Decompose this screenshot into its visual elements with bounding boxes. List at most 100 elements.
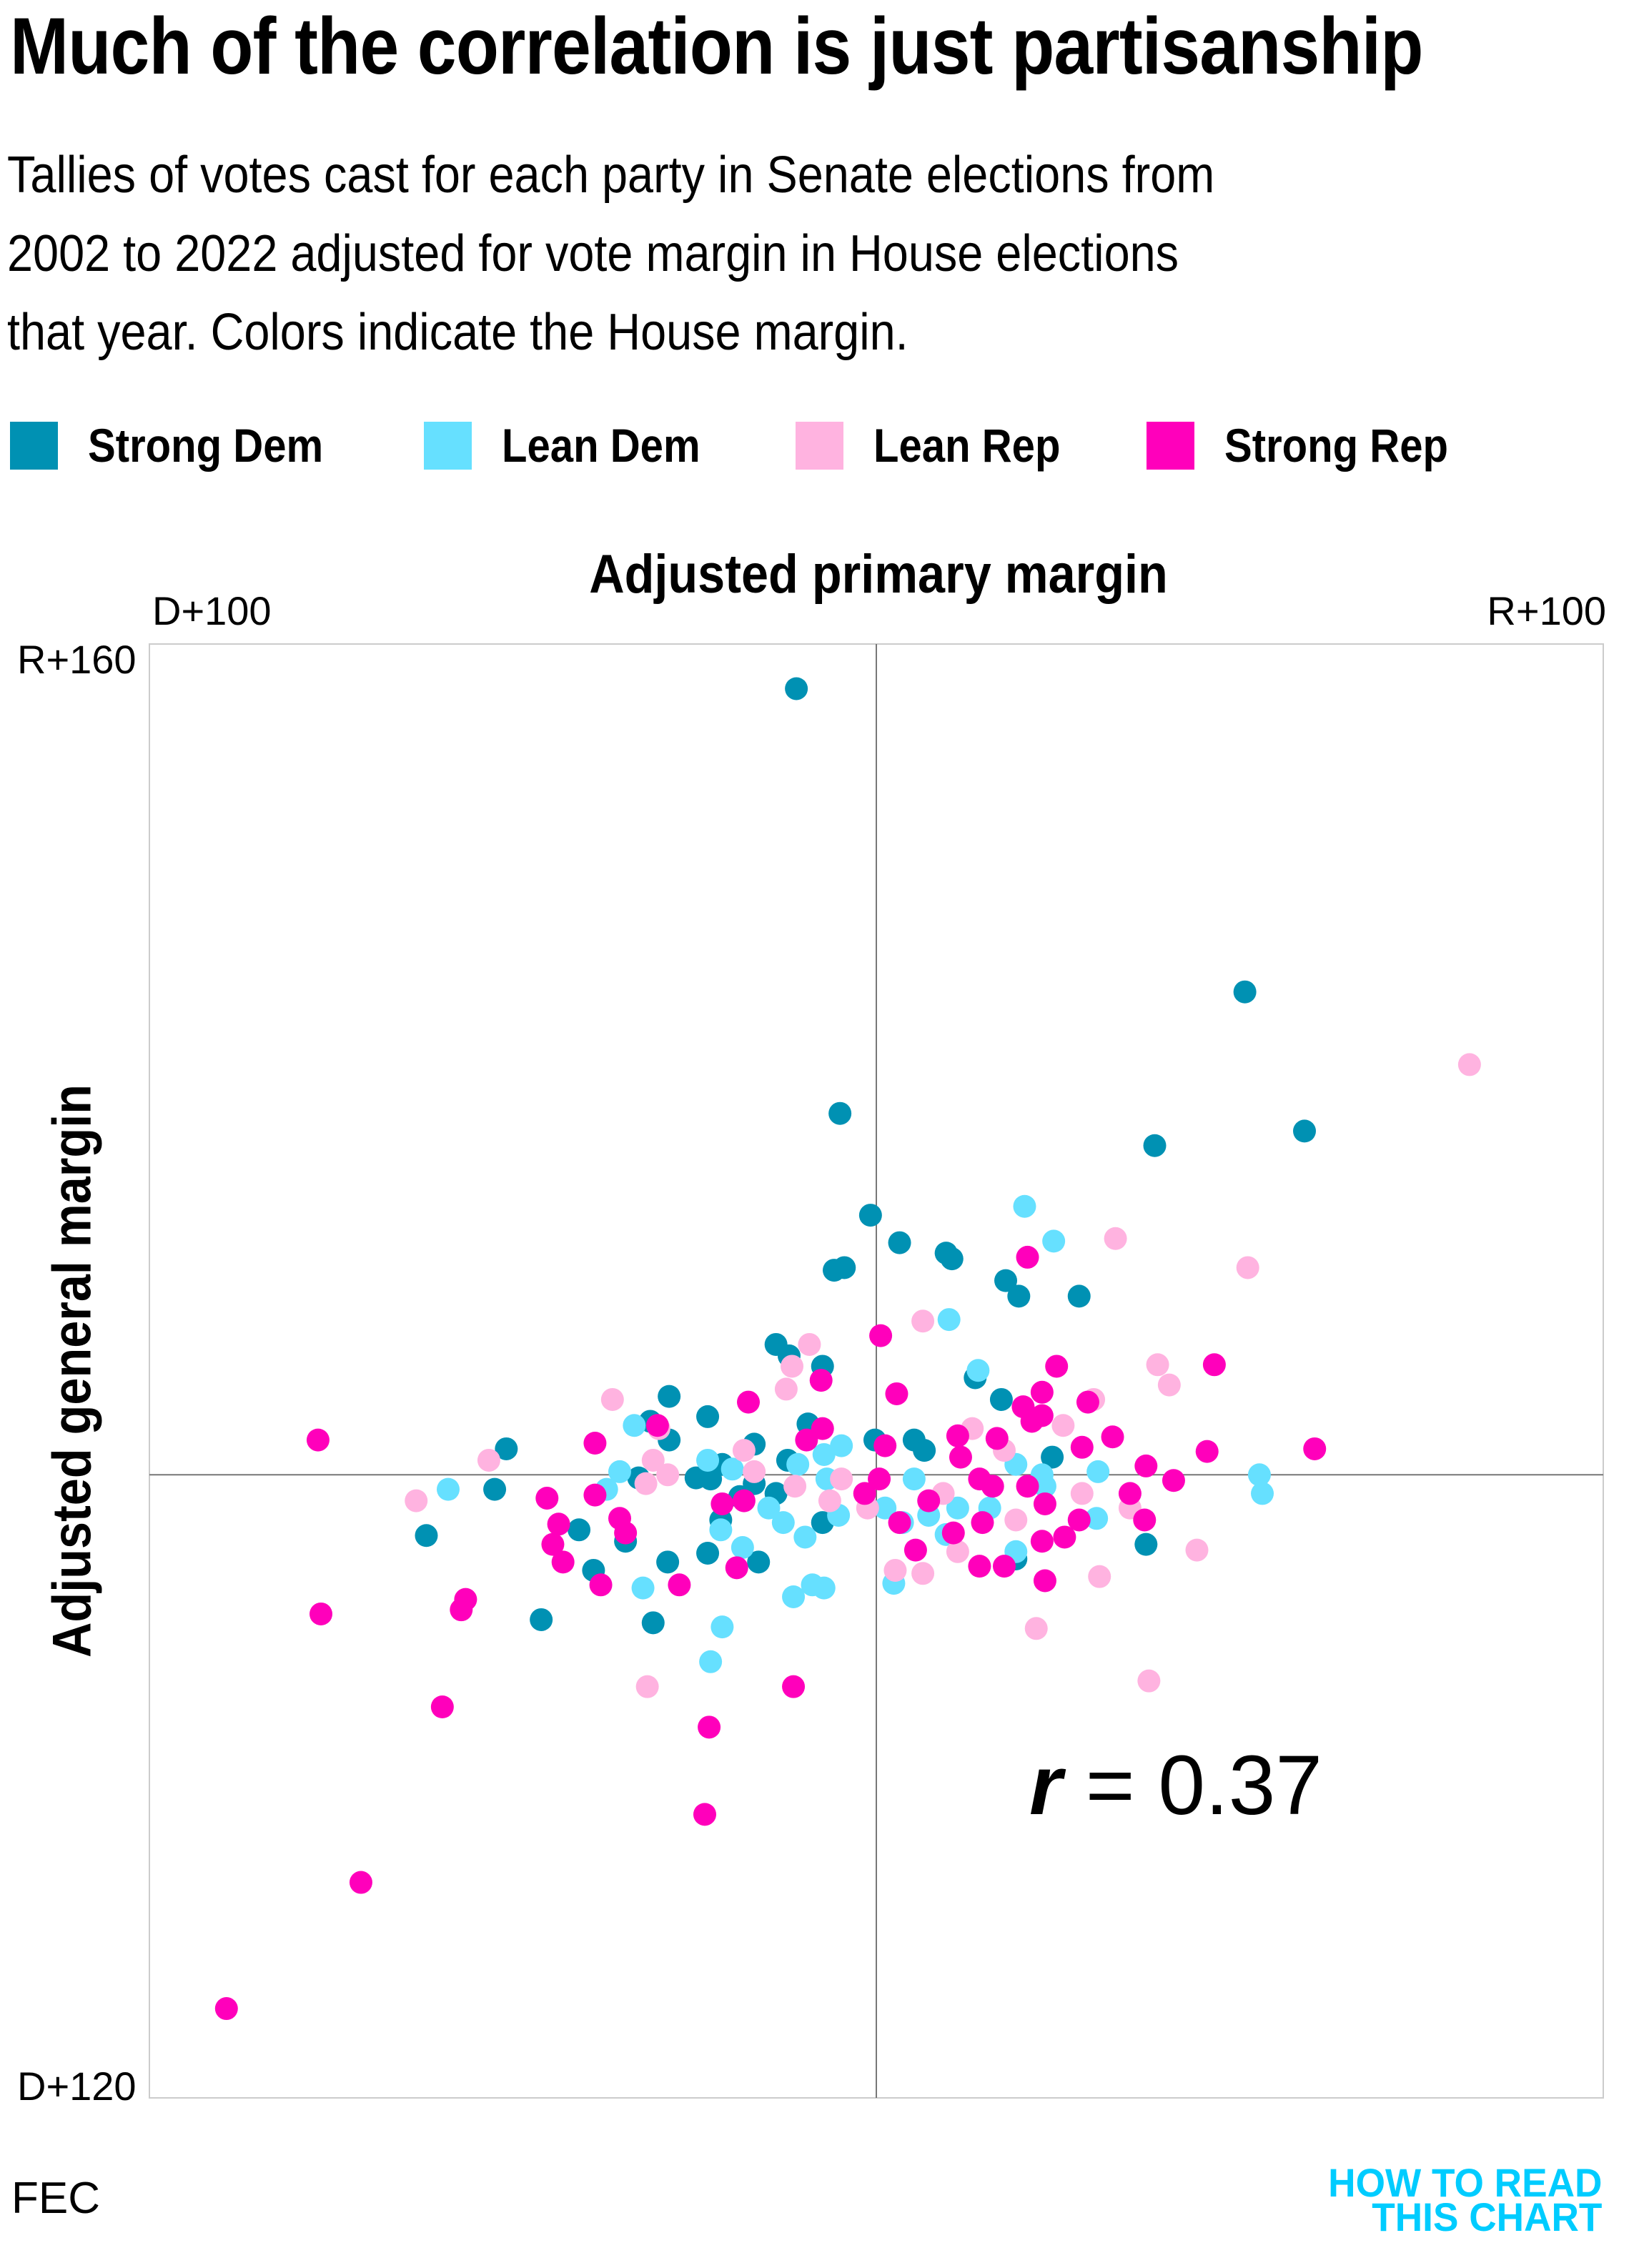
point-strong-rep xyxy=(1118,1482,1142,1505)
point-lean-dem xyxy=(782,1585,806,1608)
point-lean-dem xyxy=(623,1414,646,1437)
point-strong-rep xyxy=(698,1715,721,1739)
point-lean-rep xyxy=(911,1562,935,1585)
point-lean-rep xyxy=(732,1439,756,1462)
point-strong-rep xyxy=(430,1695,454,1718)
point-strong-dem xyxy=(696,1405,720,1428)
point-lean-dem xyxy=(631,1576,655,1600)
point-strong-rep xyxy=(809,1369,833,1392)
point-lean-dem xyxy=(786,1452,810,1476)
point-strong-dem xyxy=(1007,1284,1031,1308)
legend-item-strong-rep: Strong Rep xyxy=(1147,419,1479,472)
x-tick-min: D+100 xyxy=(152,588,272,633)
point-strong-rep xyxy=(873,1434,897,1457)
point-strong-rep xyxy=(1030,1530,1054,1553)
point-strong-rep xyxy=(645,1414,669,1437)
point-strong-rep xyxy=(668,1573,691,1597)
point-lean-dem xyxy=(696,1448,720,1472)
point-strong-dem xyxy=(888,1231,911,1254)
point-lean-dem xyxy=(757,1496,781,1520)
point-strong-rep xyxy=(917,1489,941,1512)
point-strong-rep xyxy=(1162,1469,1185,1492)
point-lean-rep xyxy=(818,1489,841,1512)
point-strong-rep xyxy=(1033,1492,1056,1515)
r-value: = 0.37 xyxy=(1061,1738,1323,1833)
point-lean-rep xyxy=(1457,1053,1481,1076)
point-strong-dem xyxy=(1143,1134,1167,1157)
point-strong-rep xyxy=(1030,1404,1054,1427)
point-strong-rep xyxy=(853,1482,876,1505)
subtitle-line: 2002 to 2022 adjusted for vote margin in… xyxy=(7,225,1179,282)
point-strong-rep xyxy=(214,1997,238,2021)
legend-label: Strong Dem xyxy=(88,419,324,472)
point-strong-rep xyxy=(710,1492,734,1515)
point-strong-dem xyxy=(1134,1532,1158,1556)
point-strong-dem xyxy=(495,1437,518,1460)
point-lean-rep xyxy=(600,1387,624,1411)
point-lean-dem xyxy=(801,1573,824,1597)
point-strong-rep xyxy=(992,1555,1016,1578)
point-lean-dem xyxy=(1247,1463,1271,1487)
point-strong-dem xyxy=(641,1611,665,1635)
point-strong-rep xyxy=(737,1390,761,1414)
point-strong-rep xyxy=(949,1445,972,1469)
point-strong-rep xyxy=(551,1550,575,1574)
point-strong-rep xyxy=(583,1483,607,1507)
point-strong-dem xyxy=(747,1550,771,1574)
correlation-annotation: r = 0.37 xyxy=(1029,1737,1322,1834)
point-strong-rep xyxy=(1195,1440,1219,1463)
point-lean-rep xyxy=(743,1460,766,1483)
point-lean-dem xyxy=(436,1477,460,1501)
point-lean-rep xyxy=(883,1558,907,1582)
point-strong-rep xyxy=(1134,1454,1158,1477)
point-strong-rep xyxy=(1202,1353,1226,1377)
y-tick-min: D+120 xyxy=(17,2064,137,2109)
point-strong-dem xyxy=(940,1247,964,1271)
legend-label: Lean Dem xyxy=(502,419,700,472)
legend-label: Lean Rep xyxy=(873,419,1061,472)
point-strong-rep xyxy=(725,1556,748,1580)
point-strong-rep xyxy=(868,1467,891,1491)
point-strong-dem xyxy=(415,1524,438,1548)
point-lean-rep xyxy=(1088,1565,1111,1588)
point-strong-rep xyxy=(1053,1525,1076,1549)
point-strong-rep xyxy=(1076,1390,1099,1414)
point-strong-dem xyxy=(828,1101,852,1125)
source-label: FEC xyxy=(11,2174,100,2223)
point-strong-rep xyxy=(1303,1437,1327,1460)
point-strong-dem xyxy=(699,1467,723,1491)
point-lean-dem xyxy=(721,1457,744,1481)
data-points xyxy=(214,677,1481,2021)
point-lean-rep xyxy=(656,1463,680,1487)
point-lean-rep xyxy=(1236,1256,1259,1279)
legend-swatch xyxy=(796,421,843,470)
point-strong-dem xyxy=(1041,1445,1064,1469)
point-strong-dem xyxy=(1293,1119,1317,1143)
point-strong-rep xyxy=(981,1475,1004,1498)
point-strong-rep xyxy=(869,1324,893,1347)
y-tick-max: R+160 xyxy=(17,637,137,682)
point-strong-rep xyxy=(541,1532,565,1556)
point-lean-dem xyxy=(731,1535,754,1559)
point-strong-rep xyxy=(1133,1508,1157,1532)
point-lean-rep xyxy=(477,1448,500,1472)
point-strong-dem xyxy=(656,1550,680,1574)
point-lean-rep xyxy=(1185,1538,1209,1562)
point-strong-dem xyxy=(1067,1284,1091,1308)
point-lean-dem xyxy=(709,1518,733,1542)
point-lean-rep xyxy=(830,1467,853,1491)
point-lean-dem xyxy=(1251,1482,1274,1505)
point-strong-rep xyxy=(1033,1569,1056,1593)
point-lean-dem xyxy=(902,1467,926,1491)
logo-line: THIS CHART xyxy=(1372,2194,1603,2239)
point-strong-rep xyxy=(795,1428,818,1452)
point-strong-rep xyxy=(454,1588,477,1611)
point-strong-dem xyxy=(530,1608,553,1631)
point-strong-rep xyxy=(614,1521,638,1545)
point-strong-rep xyxy=(1070,1435,1094,1459)
point-strong-rep xyxy=(1016,1245,1039,1269)
point-strong-rep xyxy=(1045,1355,1069,1378)
point-strong-rep xyxy=(885,1382,908,1405)
point-strong-rep xyxy=(903,1538,927,1562)
